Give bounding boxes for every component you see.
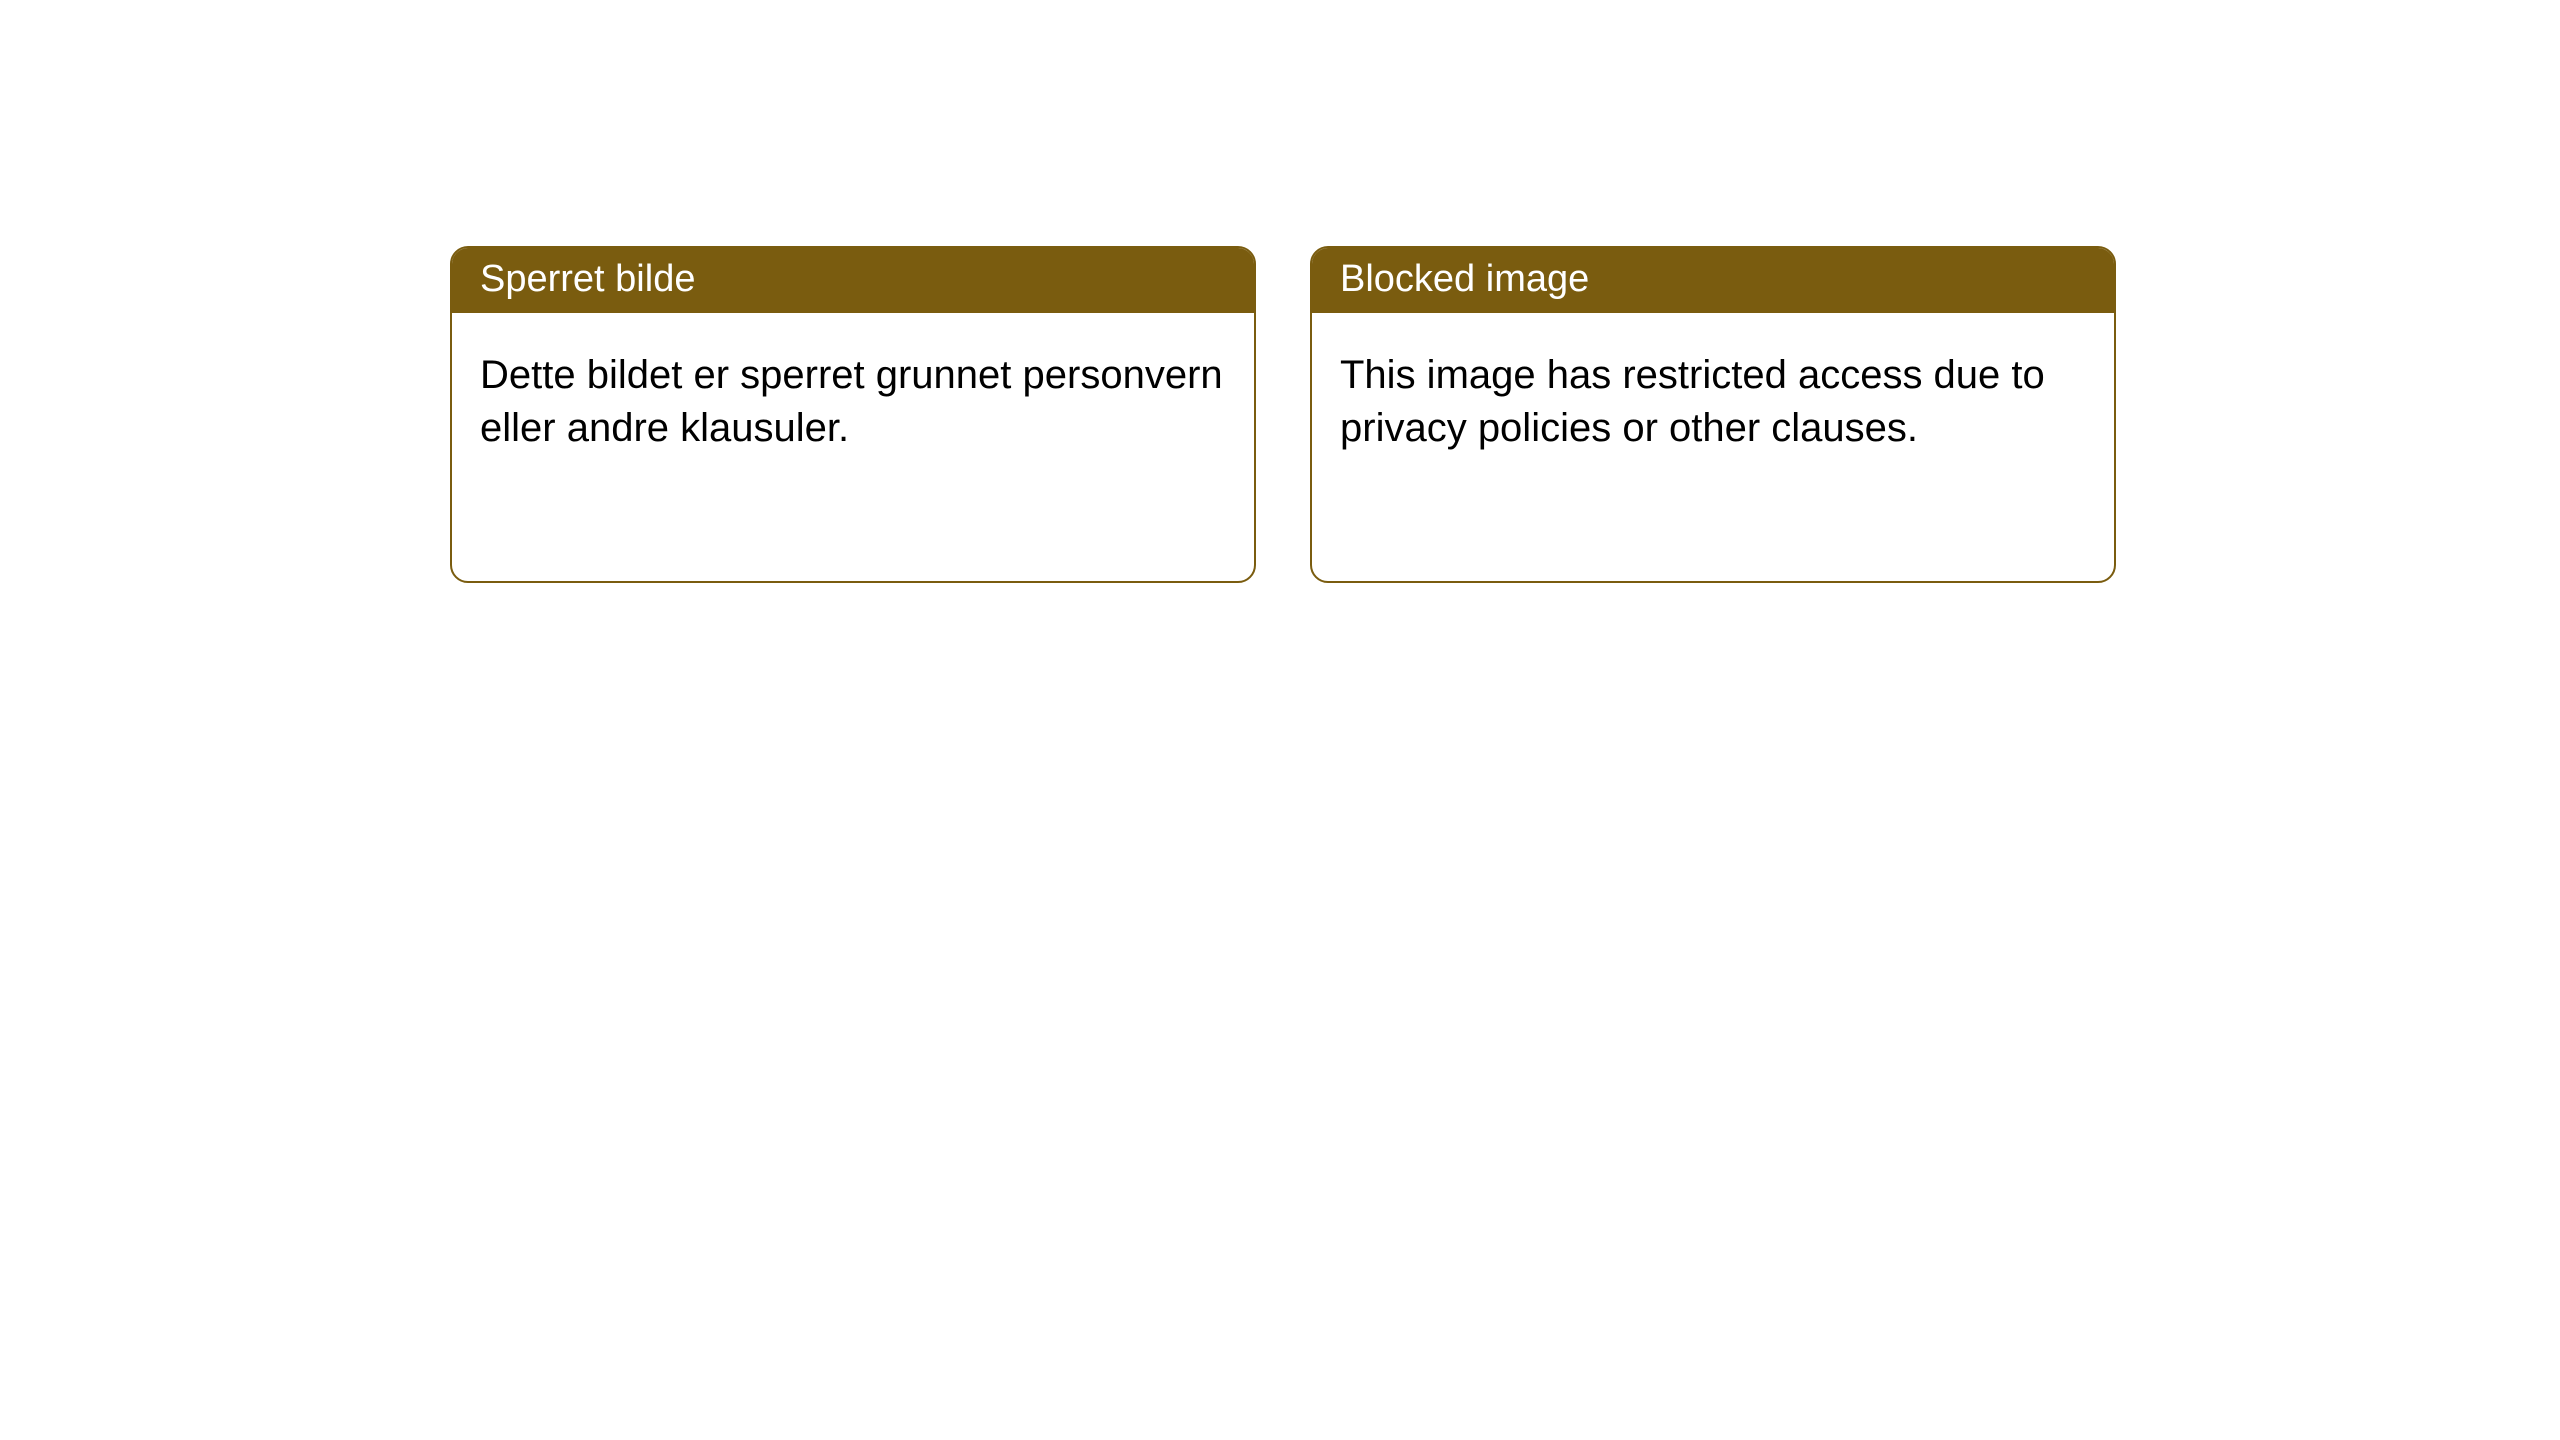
- notice-body-english: This image has restricted access due to …: [1312, 313, 2114, 483]
- notice-header-norwegian: Sperret bilde: [452, 248, 1254, 313]
- notice-body-norwegian: Dette bildet er sperret grunnet personve…: [452, 313, 1254, 483]
- notice-box-english: Blocked image This image has restricted …: [1310, 246, 2116, 583]
- notice-container: Sperret bilde Dette bildet er sperret gr…: [0, 0, 2560, 583]
- notice-header-english: Blocked image: [1312, 248, 2114, 313]
- notice-box-norwegian: Sperret bilde Dette bildet er sperret gr…: [450, 246, 1256, 583]
